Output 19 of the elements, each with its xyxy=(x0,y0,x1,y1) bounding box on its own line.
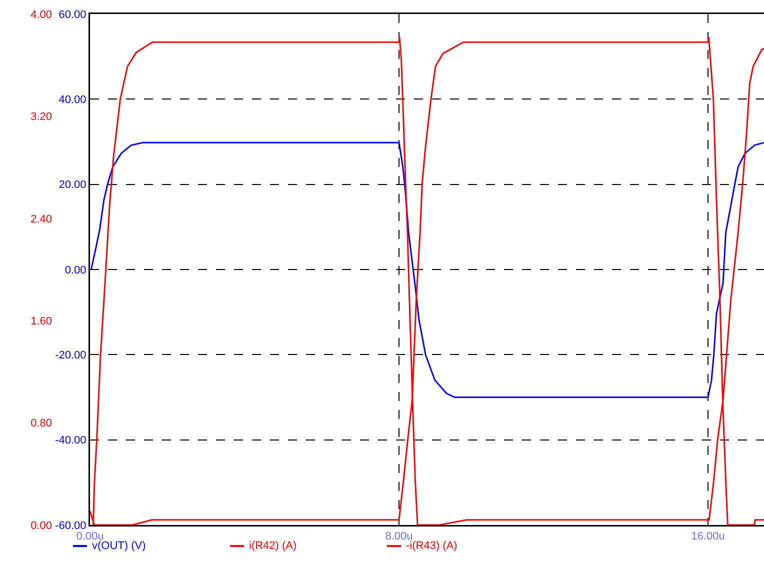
y2-tick-label: 0.00 xyxy=(64,264,86,276)
y-tick-label: 4.00 xyxy=(30,8,52,21)
legend-label: i(R42) (A) xyxy=(249,540,297,552)
y2-tick-label: 60.00 xyxy=(58,8,86,21)
y-tick-label: 0.00 xyxy=(30,520,52,532)
y-tick-label: 3.20 xyxy=(30,111,52,124)
y-tick-label: 2.40 xyxy=(30,213,52,226)
y2-tick-label: -60.00 xyxy=(55,520,86,532)
y-tick-label: 0.80 xyxy=(30,418,52,430)
legend-label: -i(R43) (A) xyxy=(406,540,458,552)
line-series xyxy=(90,142,764,398)
legend-label: v(OUT) (V) xyxy=(92,540,146,552)
y2-tick-label: -20.00 xyxy=(55,350,86,362)
y2-tick-label: 20.00 xyxy=(58,179,86,192)
y2-tick-label: 40.00 xyxy=(58,94,86,106)
x-tick-label: 16.00u xyxy=(691,530,725,543)
y-tick-label: 1.60 xyxy=(30,315,52,328)
y2-tick-label: -40.00 xyxy=(55,434,86,447)
x-tick-label: 8.00u xyxy=(385,530,413,543)
